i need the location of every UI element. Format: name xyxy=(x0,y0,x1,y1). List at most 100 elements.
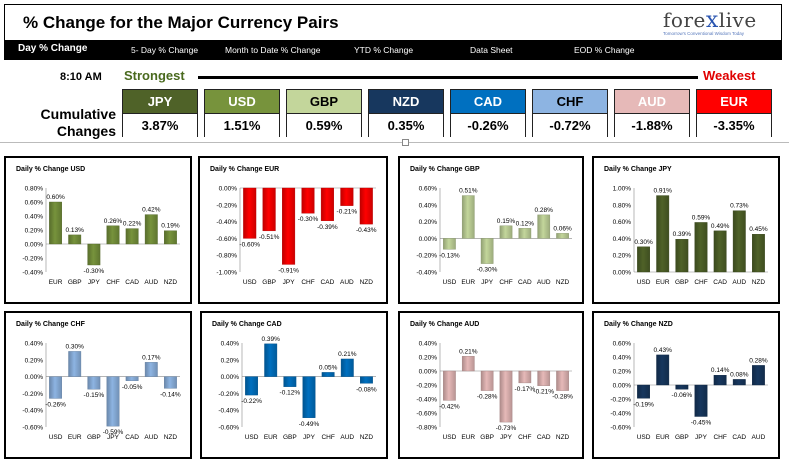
y-tick-label: 1.00% xyxy=(613,186,632,193)
data-label: 0.49% xyxy=(711,223,730,230)
data-label: -0.49% xyxy=(299,421,320,428)
divider xyxy=(0,142,789,143)
bar xyxy=(144,362,158,377)
x-tick-label: AUD xyxy=(732,279,746,286)
y-tick-label: 0.60% xyxy=(419,186,438,193)
bar xyxy=(752,233,765,273)
x-tick-label: EUR xyxy=(264,434,278,441)
x-tick-label: USD xyxy=(637,434,651,441)
data-label: 0.19% xyxy=(161,223,180,230)
currency-cumulative-value: -1.88% xyxy=(615,114,689,137)
bar xyxy=(461,195,475,239)
nav-tab-ytd-change[interactable]: YTD % Change xyxy=(354,45,414,55)
currency-cumulative-value: -0.72% xyxy=(533,114,607,137)
chart-panel-eur[interactable]: Daily % Change EUR 0.00% -0.20% -0.40% -0.60… xyxy=(198,156,388,304)
currency-cumulative-value: -0.26% xyxy=(451,114,525,137)
data-label: 0.28% xyxy=(534,207,553,214)
chart-panel-cad[interactable]: Daily % Change CAD 0.40% 0.20% 0.00% -0.20% -… xyxy=(200,311,388,459)
data-label: 0.12% xyxy=(516,220,535,227)
chart-title: Daily % Change GBP xyxy=(410,166,480,173)
y-tick-label: 0.40% xyxy=(221,341,240,348)
bar-chart: 0.40% 0.20% 0.00% -0.20% -0.40% -0.60% -0.80% -… xyxy=(416,341,573,442)
data-label: 0.05% xyxy=(319,364,338,371)
x-tick-label: EUR xyxy=(656,279,670,286)
x-tick-label: CHF xyxy=(499,279,512,286)
data-label: 0.43% xyxy=(653,347,672,354)
bar xyxy=(694,222,708,273)
resize-handle[interactable] xyxy=(402,139,409,146)
x-tick-label: EUR xyxy=(461,434,475,441)
currency-code: CAD xyxy=(451,90,525,114)
chart-panel-chf[interactable]: Daily % Change CHF 0.40% 0.20% 0.00% -0.20% -… xyxy=(4,311,192,459)
x-tick-label: NZD xyxy=(164,434,178,441)
x-tick-label: AUD xyxy=(144,434,158,441)
bar xyxy=(320,187,334,221)
y-tick-label: 0.00% xyxy=(221,374,240,381)
chart-panel-gbp[interactable]: Daily % Change GBP 0.60% 0.40% 0.20% 0.00% -0… xyxy=(398,156,584,304)
x-tick-label: CAD xyxy=(125,279,139,286)
x-tick-label: CAD xyxy=(518,279,532,286)
data-label: -0.43% xyxy=(356,227,377,234)
y-tick-label: -0.60% xyxy=(216,236,237,243)
nav-tab-day-change[interactable]: Day % Change xyxy=(18,43,88,54)
x-tick-label: CAD xyxy=(732,434,746,441)
y-tick-label: 0.80% xyxy=(613,202,632,209)
bar xyxy=(340,358,354,377)
y-tick-label: 0.40% xyxy=(419,341,438,348)
data-label: 0.42% xyxy=(142,207,161,214)
y-tick-label: -0.40% xyxy=(416,270,437,277)
data-label: 0.51% xyxy=(459,188,478,195)
bar xyxy=(87,243,101,266)
x-tick-label: CHF xyxy=(518,434,531,441)
chart-title: Daily % Change USD xyxy=(16,166,86,173)
bar-chart: 0.60% 0.40% 0.20% 0.00% -0.20% -0.40% -0.13% US… xyxy=(416,186,572,287)
chart-panel-nzd[interactable]: Daily % Change NZD 0.60% 0.40% 0.20% 0.00% -0… xyxy=(592,311,780,459)
currency-code: NZD xyxy=(369,90,443,114)
currency-code: EUR xyxy=(697,90,771,114)
y-tick-label: -1.00% xyxy=(216,270,237,277)
y-tick-label: 0.40% xyxy=(613,236,632,243)
chart-panel-aud[interactable]: Daily % Change AUD 0.40% 0.20% 0.00% -0.20% -… xyxy=(398,311,584,459)
data-label: -0.30% xyxy=(298,216,319,223)
forexlive-logo[interactable]: forexlive Tomorrow's Conventional Wisdom… xyxy=(663,8,773,38)
y-tick-label: 0.20% xyxy=(419,355,438,362)
x-tick-label: USD xyxy=(443,279,457,286)
x-tick-label: GBP xyxy=(68,279,82,286)
y-tick-label: 0.60% xyxy=(613,341,632,348)
nav-tab-month-to-date[interactable]: Month to Date % Change xyxy=(225,45,321,55)
nav-tab-data-sheet[interactable]: Data Sheet xyxy=(470,45,513,55)
data-label: 0.06% xyxy=(553,225,572,232)
nav-tab-eod-change[interactable]: EOD % Change xyxy=(574,45,635,55)
chart-title: Daily % Change JPY xyxy=(604,166,672,173)
x-tick-label: CHF xyxy=(694,279,707,286)
bar xyxy=(556,370,569,391)
y-tick-label: 0.00% xyxy=(419,369,438,376)
bar xyxy=(461,356,475,372)
y-tick-label: -0.20% xyxy=(216,202,237,209)
bar xyxy=(49,201,62,245)
bar xyxy=(68,234,82,245)
nav-tab-5-day-change[interactable]: 5- Day % Change xyxy=(131,45,199,55)
bar-chart: 0.00%-0.20%-0.40%-0.60%-0.80%-1.00%-0.60… xyxy=(216,186,377,287)
x-tick-label: NZD xyxy=(556,434,570,441)
currency-code: GBP xyxy=(287,90,361,114)
currency-box-aud: AUD -1.88% xyxy=(614,89,690,137)
data-label: 0.73% xyxy=(730,203,749,210)
nav-bar: Day % Change 5- Day % Change Month to Da… xyxy=(4,41,782,60)
y-tick-label: 0.00% xyxy=(613,383,632,390)
bar xyxy=(164,230,177,245)
chart-panel-jpy[interactable]: Daily % Change JPY 1.00% 0.80% 0.60% 0.40% 0.… xyxy=(592,156,780,304)
y-tick-label: 0.20% xyxy=(419,219,438,226)
chart-title: Daily % Change CHF xyxy=(16,321,85,328)
bar xyxy=(675,239,689,273)
chart-panel-usd[interactable]: Daily % Change USD 0.80% 0.60% 0.40% 0.20% 0.… xyxy=(4,156,192,304)
data-label: 0.60% xyxy=(46,194,65,201)
bar xyxy=(713,230,727,273)
x-tick-label: GBP xyxy=(262,279,276,286)
logo-text-fore: fore xyxy=(663,8,706,32)
y-tick-label: -0.20% xyxy=(416,253,437,260)
strongest-label: Strongest xyxy=(124,68,185,83)
x-tick-label: USD xyxy=(443,434,457,441)
x-tick-label: NZD xyxy=(164,279,178,286)
data-label: -0.15% xyxy=(84,392,105,399)
